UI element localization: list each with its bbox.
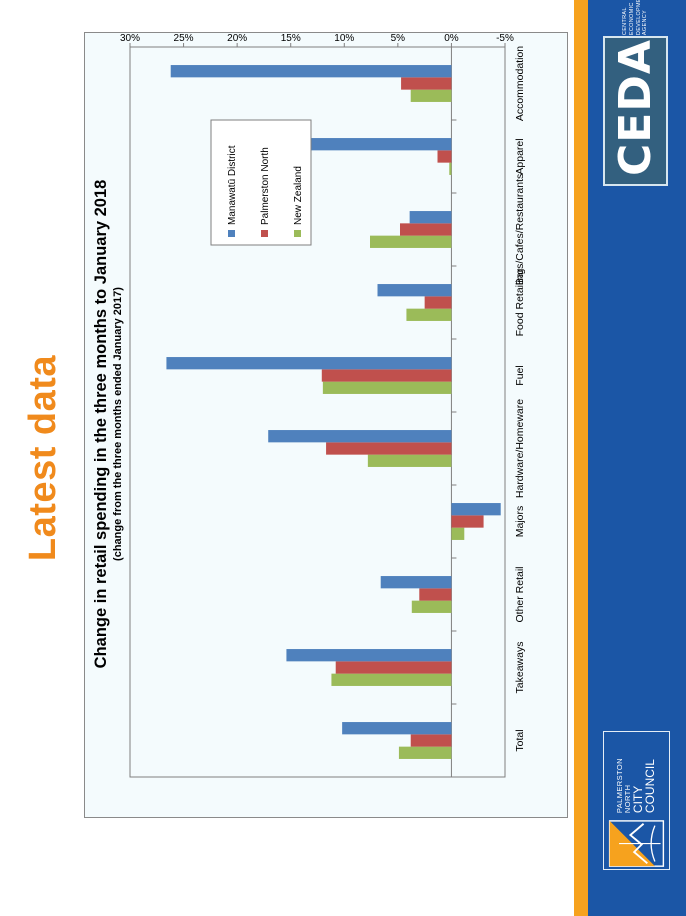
- legend: New Zealand Palmerston North Manawatū Dist…: [210, 119, 312, 246]
- category-label-6: Fuel: [514, 365, 526, 385]
- pncc-line1: PALMERSTON NORTH: [615, 758, 632, 814]
- legend-label-3: Manawatū District: [227, 145, 238, 225]
- bar-3-2: [286, 649, 452, 662]
- bar-chart: Change in retail spending in the three m…: [92, 33, 526, 778]
- category-label-1: Total: [514, 729, 526, 751]
- bar-2-2: [335, 661, 452, 674]
- city-council-emblem-icon: [608, 820, 665, 867]
- value-tick-label-1: -5%: [496, 33, 514, 44]
- category-labels: Total Takeaways Other Retail Majors Hardware…: [514, 46, 526, 752]
- bar-1-10: [410, 89, 452, 102]
- ceda-tagline-line2: DEVELOPMENT AGENCY: [635, 0, 649, 36]
- bar-2-5: [326, 442, 452, 455]
- slide-heading: Latest data: [22, 354, 64, 562]
- ceda-wordmark: CEDA: [609, 39, 661, 176]
- bar-3-5: [268, 430, 452, 443]
- bar-2-3: [419, 588, 452, 601]
- bar-2-4: [451, 515, 484, 528]
- category-label-4: Majors: [514, 506, 526, 538]
- chart-panel: Change in retail spending in the three m…: [84, 32, 568, 818]
- value-tick-label-6: 20%: [227, 33, 247, 44]
- pncc-line2: CITY COUNCIL: [630, 759, 658, 814]
- pncc-wordmark: PALMERSTON NORTH CITY COUNCIL: [615, 732, 658, 814]
- bar-2-9: [437, 150, 452, 163]
- ceda-tagline: CENTRAL ECONOMIC DEVELOPMENT AGENCY: [622, 0, 650, 35]
- bar-3-10: [170, 65, 452, 78]
- bar-3-6: [166, 357, 452, 370]
- legend-swatch-2: [261, 230, 268, 237]
- value-tick-label-3: 5%: [391, 33, 406, 44]
- legend-swatch-1: [294, 230, 301, 237]
- plot-frame: [129, 46, 506, 778]
- bar-2-7: [424, 296, 452, 309]
- category-label-2: Takeaways: [514, 642, 526, 694]
- orange-stripe: [574, 0, 588, 916]
- bar-1-9: [449, 162, 452, 175]
- bar-2-8: [400, 223, 452, 236]
- value-tick-label-4: 10%: [334, 33, 354, 44]
- chart-subtitle: (change from the three months ended Janu…: [112, 287, 124, 561]
- value-tick-label-8: 30%: [120, 33, 140, 44]
- bar-3-9: [305, 138, 452, 151]
- chart-title: Change in retail spending in the three m…: [92, 180, 110, 669]
- bar-2-1: [410, 734, 452, 747]
- value-tick-label-5: 15%: [281, 33, 301, 44]
- legend-label-1: New Zealand: [293, 166, 304, 225]
- ceda-logo: CEDA CENTRAL ECONOMIC DEVELOPMENT AGENCY: [603, 0, 668, 186]
- category-label-3: Other Retail: [514, 566, 526, 622]
- bar-3-4: [451, 503, 501, 516]
- bar-1-8: [370, 235, 452, 248]
- plot-area: [129, 46, 506, 778]
- bar-1-5: [367, 454, 452, 467]
- bar-1-7: [406, 308, 452, 321]
- legend-box: [210, 119, 312, 246]
- bar-2-10: [401, 77, 452, 90]
- bar-3-1: [342, 722, 452, 735]
- category-label-10: Accommodation: [514, 46, 526, 121]
- category-label-7: Food Retailing: [514, 268, 526, 336]
- value-tick-labels: -5% 0% 5% 10% 15% 20% 25% 30%: [120, 33, 514, 47]
- bar-1-6: [322, 381, 452, 394]
- pncc-logo: PALMERSTON NORTH CITY COUNCIL: [603, 731, 670, 870]
- category-label-9: Apparel: [514, 138, 526, 174]
- bar-3-8: [409, 211, 452, 224]
- bar-3-3: [380, 576, 452, 589]
- bar-2-6: [321, 369, 452, 382]
- category-label-5: Hardware/Homeware: [514, 399, 526, 498]
- bar-1-2: [331, 673, 452, 686]
- bar-1-4: [451, 527, 465, 540]
- value-tick-label-7: 25%: [174, 33, 194, 44]
- legend-swatch-3: [228, 230, 235, 237]
- bar-1-3: [411, 600, 452, 613]
- legend-label-2: Palmerston North: [260, 147, 271, 225]
- value-tick-label-2: 0%: [444, 33, 459, 44]
- category-label-8: Bars/Cafes/Restaurants: [514, 174, 526, 285]
- bar-3-7: [377, 284, 452, 297]
- ceda-tagline-line1: CENTRAL ECONOMIC: [621, 2, 635, 36]
- bar-1-1: [398, 746, 452, 759]
